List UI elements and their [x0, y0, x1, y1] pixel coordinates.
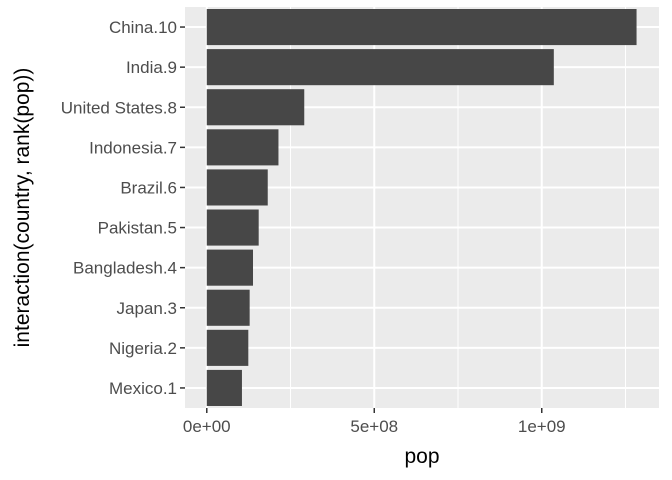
y-tick-label: India.9: [126, 58, 177, 77]
y-tick-label: Brazil.6: [120, 178, 177, 197]
bar: [206, 169, 268, 206]
bar: [206, 289, 250, 326]
y-axis-title: interaction(country, rank(pop)): [11, 68, 34, 348]
y-tick-label: Pakistan.5: [98, 219, 177, 238]
bar: [206, 249, 254, 286]
bar: [206, 369, 242, 406]
bar: [206, 209, 259, 246]
bar: [206, 89, 305, 126]
y-tick-label: Mexico.1: [109, 379, 177, 398]
bar: [206, 9, 637, 46]
y-tick-label: China.10: [109, 18, 177, 37]
y-tick-label: Indonesia.7: [89, 138, 177, 157]
x-tick-label: 1e+09: [518, 417, 566, 436]
y-tick-label: Japan.3: [117, 299, 178, 318]
x-axis-ticks: 0e+00 5e+08 1e+09: [183, 408, 566, 436]
x-tick-label: 5e+08: [350, 417, 398, 436]
bars: [206, 9, 637, 406]
bar: [206, 129, 279, 166]
y-tick-label: United States.8: [61, 98, 177, 117]
bar: [206, 49, 554, 86]
bar: [206, 329, 249, 366]
x-axis-title: pop: [404, 445, 439, 468]
x-tick-label: 0e+00: [183, 417, 231, 436]
y-axis-ticks: China.10 India.9 United States.8 Indonesia.…: [61, 18, 185, 398]
y-tick-label: Nigeria.2: [109, 339, 177, 358]
y-tick-label: Bangladesh.4: [73, 259, 177, 278]
